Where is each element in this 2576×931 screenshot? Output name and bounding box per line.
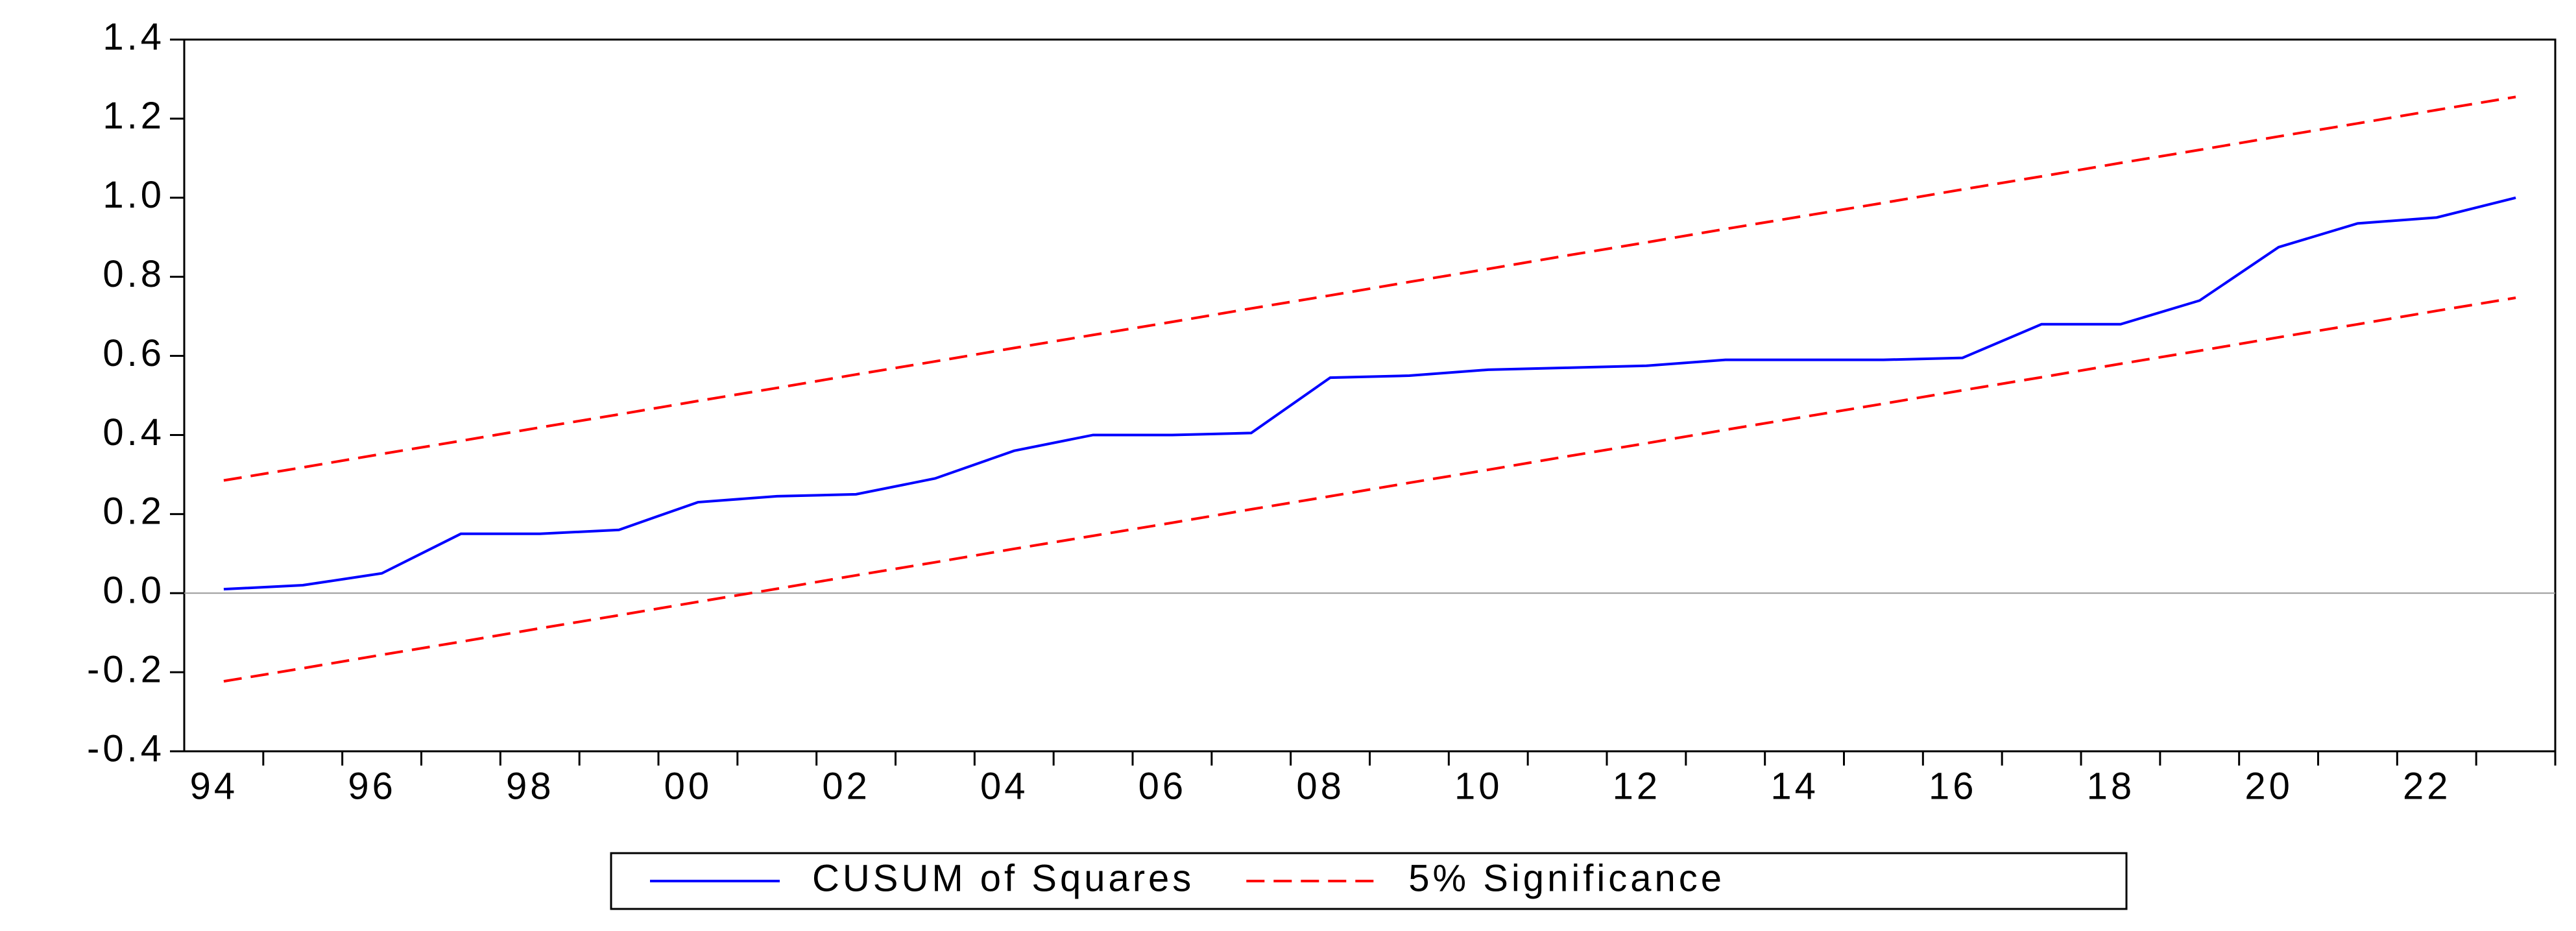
y-tick-label: 1.2 xyxy=(102,95,165,137)
x-tick-label: 18 xyxy=(2087,765,2136,807)
x-tick-label: 94 xyxy=(190,765,239,807)
series-line xyxy=(223,196,2516,591)
x-tick-label: 20 xyxy=(2245,765,2293,807)
x-tick-label: 14 xyxy=(1770,765,1819,807)
y-tick-label: 1.4 xyxy=(102,16,165,58)
x-tick-label: 12 xyxy=(1613,765,1661,807)
series-line xyxy=(223,296,2516,683)
x-tick-label: 08 xyxy=(1296,765,1345,807)
x-tick-label: 96 xyxy=(348,765,396,807)
x-tick-label: 10 xyxy=(1454,765,1503,807)
legend-label: CUSUM of Squares xyxy=(812,857,1194,899)
x-tick-label: 16 xyxy=(1929,765,1977,807)
y-tick-label: 0.0 xyxy=(102,570,165,612)
y-tick-label: 0.2 xyxy=(102,490,165,533)
x-tick-label: 22 xyxy=(2403,765,2451,807)
x-tick-label: 06 xyxy=(1138,765,1187,807)
legend-label: 5% Significance xyxy=(1408,857,1725,899)
legend-box xyxy=(610,852,2128,910)
x-tick-label: 00 xyxy=(664,765,713,807)
series-line xyxy=(223,95,2516,482)
y-tick-label: 1.0 xyxy=(102,174,165,216)
x-tick-label: 98 xyxy=(506,765,555,807)
x-tick-label: 02 xyxy=(822,765,871,807)
plot-frame xyxy=(183,38,2557,753)
y-tick-label: -0.2 xyxy=(87,648,165,690)
x-tick-label: 04 xyxy=(980,765,1029,807)
y-tick-label: -0.4 xyxy=(87,727,165,769)
y-tick-label: 0.4 xyxy=(102,411,165,453)
y-tick-label: 0.8 xyxy=(102,253,165,295)
y-tick-label: 0.6 xyxy=(102,332,165,374)
